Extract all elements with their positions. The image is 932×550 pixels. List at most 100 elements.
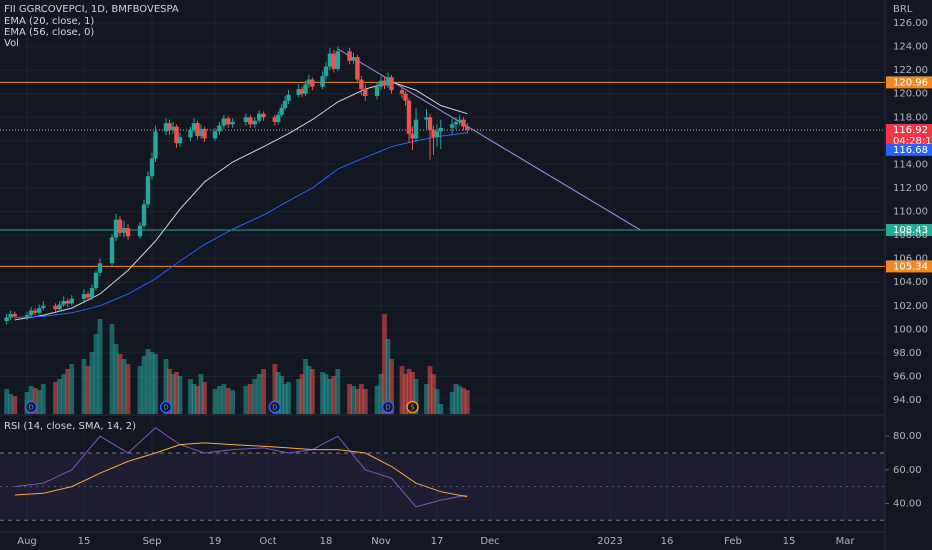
- candle-body: [279, 107, 284, 115]
- candle-body: [12, 313, 17, 317]
- candle-body: [299, 88, 305, 94]
- ema56-label: 116.68: [893, 145, 928, 156]
- volume-bar: [351, 386, 356, 414]
- y-tick-label: 118.00: [893, 112, 928, 123]
- volume-bar: [261, 369, 266, 414]
- rsi-title: RSI (14, close, SMA, 14, 2): [4, 421, 136, 432]
- candle-body: [167, 123, 172, 131]
- candle-body: [4, 317, 9, 322]
- volume-bar: [163, 359, 169, 414]
- volume-bar: [85, 366, 91, 414]
- volume-bar: [225, 388, 231, 414]
- volume-bar: [61, 374, 67, 414]
- volume-bar: [170, 374, 176, 414]
- candle-body: [272, 117, 278, 122]
- volume-bar: [247, 384, 253, 414]
- volume-bar: [177, 376, 183, 414]
- candle-body: [24, 315, 30, 317]
- candle-body: [282, 100, 288, 108]
- level-label: 120.96: [893, 77, 928, 88]
- x-tick-label: 15: [783, 536, 796, 547]
- candle-body: [230, 121, 235, 125]
- candle-body: [81, 293, 87, 299]
- candle-body: [427, 117, 433, 131]
- volume-bar: [355, 389, 360, 414]
- volume-bar: [137, 366, 143, 414]
- volume-bar: [53, 382, 58, 414]
- volume-bar: [195, 386, 200, 414]
- volume-bar: [272, 364, 278, 414]
- volume-bar: [252, 379, 258, 414]
- indicator-label: Vol: [4, 38, 19, 49]
- candle-body: [93, 272, 99, 289]
- last-price-label: 116.92: [893, 125, 928, 136]
- volume-bar: [65, 369, 71, 414]
- rsi-tick-label: 80.00: [893, 431, 922, 442]
- y-tick-label: 126.00: [893, 18, 928, 29]
- event-marker: [24, 400, 38, 414]
- candle-body: [374, 86, 380, 97]
- event-marker: [268, 400, 282, 414]
- event-label: S: [410, 404, 415, 412]
- volume-bar: [153, 354, 158, 414]
- level-label: 108.43: [893, 225, 928, 236]
- y-tick-label: 120.00: [893, 89, 928, 100]
- volume-bar: [93, 334, 99, 414]
- candle-body: [413, 119, 419, 139]
- event-label: D: [385, 404, 390, 412]
- candle-body: [8, 313, 13, 318]
- candle-body: [212, 131, 218, 139]
- x-tick-label: 16: [661, 536, 674, 547]
- volume-bar: [309, 369, 315, 414]
- volume-bar: [306, 366, 312, 414]
- volume-bar: [36, 390, 42, 414]
- volume-bar: [8, 394, 14, 414]
- volume-bar: [121, 359, 127, 414]
- candle-body: [69, 298, 74, 304]
- candle-body: [109, 237, 115, 264]
- rsi-sma-line: [14, 442, 468, 498]
- candle-body: [41, 305, 46, 309]
- candle-body: [261, 113, 266, 118]
- volume-bar: [303, 359, 308, 414]
- event-marker: [159, 400, 173, 414]
- candle-body: [385, 77, 391, 86]
- x-tick-label: Feb: [724, 536, 742, 547]
- ema20-line: [14, 81, 468, 321]
- volume-bar: [282, 384, 288, 414]
- x-tick-label: 19: [209, 536, 222, 547]
- candle-body: [141, 204, 147, 226]
- x-tick-label: Sep: [143, 536, 162, 547]
- volume-bar: [113, 344, 119, 414]
- candle-body: [248, 117, 253, 125]
- volume-bar: [149, 352, 155, 414]
- volume-bar: [406, 369, 412, 414]
- candle-body: [61, 301, 66, 305]
- candle-body: [198, 129, 204, 137]
- candle-body: [461, 119, 466, 127]
- ema56-tag: [886, 143, 932, 156]
- candle-body: [221, 118, 227, 126]
- volume-bar: [89, 352, 95, 414]
- volume-bar: [145, 349, 151, 414]
- candle-body: [331, 53, 337, 69]
- event-marker: [381, 400, 395, 414]
- candle-body: [296, 88, 301, 95]
- y-tick-label: 94.00: [893, 395, 922, 406]
- volume-bar: [347, 384, 352, 414]
- volume-bar: [327, 379, 333, 414]
- volume-bar: [97, 319, 103, 414]
- candle-body: [85, 293, 91, 298]
- volume-bar: [335, 369, 341, 414]
- candle-body: [121, 227, 127, 233]
- plot: [0, 46, 932, 508]
- volume-bar: [427, 366, 433, 414]
- y-tick-label: 122.00: [893, 65, 928, 76]
- rsi-line: [14, 427, 468, 508]
- volume-bar: [174, 372, 179, 414]
- candle-body: [453, 121, 459, 125]
- volume-bar: [279, 376, 285, 414]
- chart-title: FII GGRCOVEPCI, 1D, BMFBOVESPA: [4, 4, 179, 15]
- candle-body: [117, 219, 123, 233]
